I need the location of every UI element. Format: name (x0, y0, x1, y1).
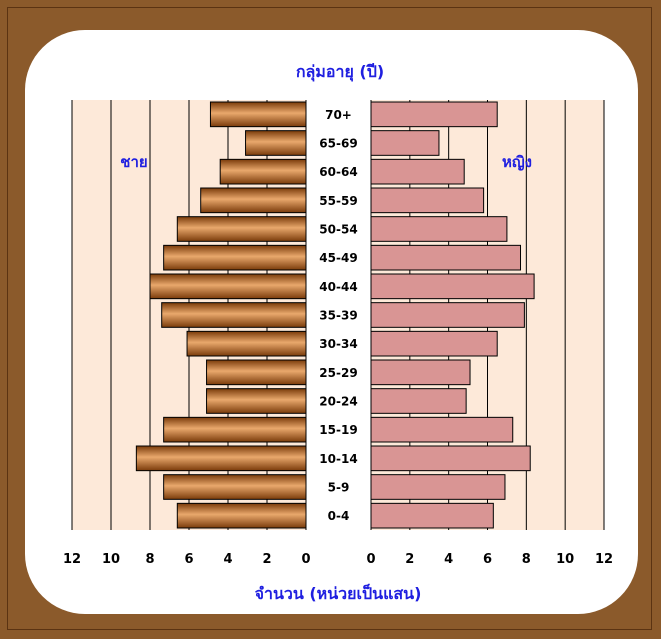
bar-female-35-39 (370, 302, 525, 328)
category-label: 45-49 (319, 251, 357, 265)
bar-female-40-44 (370, 273, 535, 300)
x-tick-right: 10 (556, 552, 574, 567)
x-tick-right: 4 (444, 552, 453, 567)
bar-male-45-49 (163, 244, 307, 271)
bar-female-50-54 (370, 216, 508, 242)
frame-border (7, 7, 652, 630)
bar-male-15-19 (163, 416, 307, 443)
x-tick-left: 2 (262, 552, 271, 567)
bar-male-10-14 (135, 445, 307, 472)
bar-female-30-34 (370, 330, 498, 357)
bar-male-70+ (209, 101, 307, 128)
category-label: 30-34 (319, 337, 357, 351)
x-tick-left: 6 (184, 552, 193, 567)
x-tick-right: 6 (483, 552, 492, 567)
x-tick-left: 8 (145, 552, 154, 567)
x-tick-left: 12 (63, 552, 81, 567)
x-tick-right: 2 (405, 552, 414, 567)
category-label: 20-24 (319, 395, 357, 409)
category-label: 70+ (325, 108, 352, 122)
bar-female-70+ (370, 101, 498, 128)
bar-female-0-4 (370, 502, 494, 529)
category-labels: 70+ 65-69 60-64 55-59 50-54 45-49 40-44 35-39 30… (319, 108, 357, 523)
bar-male-65-69 (245, 130, 307, 156)
series-label-male: ชาย (120, 153, 147, 171)
x-tick-left: 10 (102, 552, 120, 567)
category-label: 50-54 (319, 223, 357, 237)
bar-female-55-59 (370, 187, 485, 214)
category-label: 5-9 (328, 481, 350, 495)
x-tick-right: 0 (366, 552, 375, 567)
bar-male-5-9 (163, 474, 307, 500)
bar-female-45-49 (370, 244, 522, 271)
category-label: 60-64 (319, 165, 357, 179)
bar-female-60-64 (370, 158, 465, 185)
bar-female-5-9 (370, 474, 506, 500)
bar-male-40-44 (149, 273, 307, 300)
bar-male-20-24 (206, 388, 307, 414)
category-label: 25-29 (319, 366, 357, 380)
bar-female-20-24 (370, 388, 467, 414)
x-tick-right: 12 (595, 552, 613, 567)
x-axis-label: จำนวน (หน่วยเป็นแสน) (255, 582, 422, 603)
category-label: 35-39 (319, 309, 357, 323)
bar-male-50-54 (176, 216, 307, 242)
category-label: 0-4 (328, 509, 350, 523)
bar-female-10-14 (370, 445, 531, 472)
bar-female-15-19 (370, 416, 514, 443)
category-label: 55-59 (319, 194, 357, 208)
bars (135, 101, 535, 529)
bar-female-65-69 (370, 130, 440, 156)
bar-male-60-64 (219, 158, 307, 185)
bar-male-30-34 (186, 330, 307, 357)
tick-labels: 12 10 8 6 4 2 0 0 2 4 6 8 10 12 (63, 552, 613, 567)
bar-female-25-29 (370, 359, 471, 386)
series-label-female: หญิง (502, 153, 532, 171)
x-tick-left: 4 (223, 552, 232, 567)
category-label: 65-69 (319, 137, 357, 151)
category-label: 15-19 (319, 423, 357, 437)
category-label: 10-14 (319, 452, 357, 466)
x-tick-right: 8 (522, 552, 531, 567)
chart-title: กลุ่มอายุ (ปี) (296, 62, 384, 82)
bar-male-55-59 (200, 187, 307, 214)
bar-male-35-39 (161, 302, 307, 328)
x-tick-left: 0 (301, 552, 310, 567)
bar-male-0-4 (176, 502, 307, 529)
bar-male-25-29 (206, 359, 307, 386)
category-label: 40-44 (319, 280, 357, 294)
